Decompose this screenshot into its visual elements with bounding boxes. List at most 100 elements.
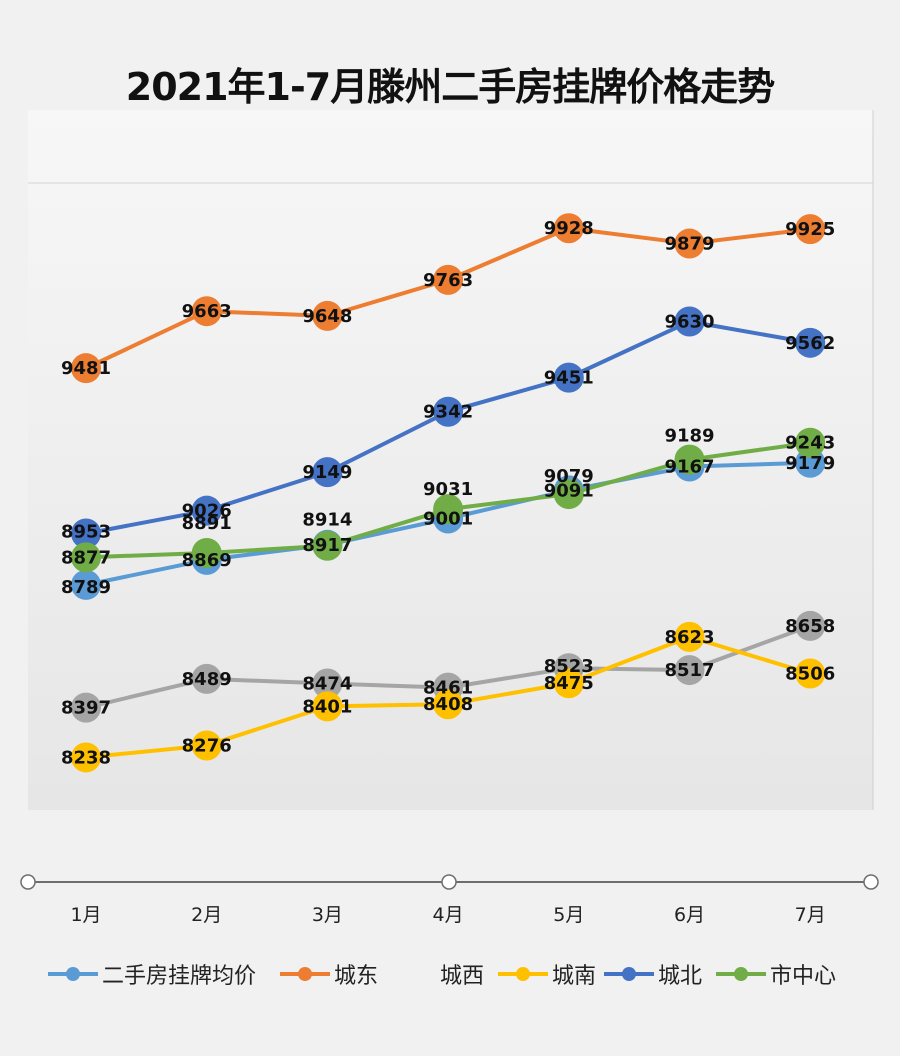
data-label: 8891 (182, 513, 232, 534)
data-point (674, 621, 705, 652)
data-point (795, 610, 826, 641)
data-label: 9481 (61, 358, 111, 379)
data-label: 8917 (302, 535, 352, 556)
data-label: 9001 (423, 509, 473, 530)
data-point (795, 427, 826, 458)
data-label: 9663 (182, 301, 232, 322)
data-point (795, 327, 826, 358)
data-point (191, 537, 222, 568)
data-label: 8517 (664, 660, 714, 681)
data-label: 9079 (544, 466, 594, 487)
data-label: 9189 (664, 426, 714, 447)
data-point (553, 362, 584, 393)
legend-swatch (48, 967, 98, 981)
x-axis-node-1 (441, 874, 457, 890)
data-label: 9562 (785, 333, 835, 354)
data-point (795, 214, 826, 245)
data-point (674, 228, 705, 259)
data-label: 8658 (785, 616, 835, 637)
legend-label: 城东 (334, 964, 379, 989)
data-point (674, 444, 705, 475)
data-label: 8474 (302, 674, 352, 695)
data-point (674, 306, 705, 337)
data-point (312, 668, 343, 699)
data-point (71, 542, 101, 573)
data-label: 9928 (544, 218, 594, 239)
data-label: 8953 (61, 522, 111, 543)
x-axis-node-0 (20, 874, 36, 890)
data-point (71, 569, 101, 600)
legend-swatch (498, 967, 548, 981)
data-label: 8623 (664, 627, 714, 648)
data-label: 8914 (302, 510, 352, 531)
data-label: 8401 (302, 696, 352, 717)
x-tick-label: 1月 (70, 904, 101, 926)
data-point (71, 692, 101, 723)
data-label: 9179 (785, 453, 835, 474)
data-label: 8408 (423, 694, 473, 715)
data-label: 8238 (61, 747, 111, 768)
data-point (553, 668, 584, 699)
data-label: 8877 (61, 547, 111, 568)
data-label: 9167 (664, 457, 714, 478)
data-label: 8461 (423, 678, 473, 699)
legend-label: 城西 (440, 964, 485, 989)
data-point (795, 658, 826, 689)
data-point (433, 396, 464, 427)
legend-swatch (280, 967, 330, 981)
data-label: 9026 (182, 501, 232, 522)
data-label: 8523 (544, 656, 594, 677)
data-label: 8397 (61, 698, 111, 719)
data-label: 9342 (423, 402, 473, 423)
x-tick-label: 7月 (795, 904, 826, 926)
data-point (191, 663, 222, 694)
data-label: 9451 (544, 368, 594, 389)
data-label: 9031 (423, 479, 473, 500)
legend-item: 城南 (498, 954, 596, 994)
x-tick-label: 4月 (433, 904, 464, 926)
data-label: 9630 (664, 312, 714, 333)
data-label: 9925 (785, 219, 835, 240)
data-label: 8475 (544, 673, 594, 694)
data-point (433, 494, 464, 525)
data-point (433, 689, 464, 720)
data-label: 9149 (302, 462, 352, 483)
x-tick-label: 2月 (191, 904, 222, 926)
x-tick-label: 5月 (553, 904, 584, 926)
legend-label: 城北 (658, 964, 703, 989)
x-tick-label: 6月 (674, 904, 705, 926)
legend-item: 市中心 (716, 954, 836, 994)
data-label: 8506 (785, 664, 835, 685)
data-label: 9243 (785, 433, 835, 454)
legend-item: 城北 (604, 954, 702, 994)
data-point (312, 691, 343, 722)
data-label: 8489 (182, 669, 232, 690)
data-label: 9648 (302, 306, 352, 327)
legend-item: 城东 (280, 954, 378, 994)
data-point (312, 300, 343, 331)
chart-title: 2021年1-7月滕州二手房挂牌价格走势 (125, 65, 775, 109)
data-label: 9763 (423, 270, 473, 291)
data-point (71, 518, 101, 549)
data-point (71, 742, 101, 773)
data-label: 9879 (664, 234, 714, 255)
data-point (191, 296, 222, 327)
data-point (312, 457, 343, 488)
data-label: 8789 (61, 577, 111, 598)
data-point (312, 530, 343, 561)
legend-label: 城南 (552, 964, 597, 989)
legend-swatch (604, 967, 654, 981)
data-point (191, 495, 222, 526)
legend-swatch (716, 967, 766, 981)
data-label: 9091 (544, 480, 594, 501)
legend-item: 城西 (398, 954, 484, 994)
data-point (553, 213, 584, 244)
legend-label: 二手房挂牌均价 (102, 964, 257, 989)
data-point (71, 353, 101, 384)
legend-label: 市中心 (770, 964, 837, 989)
chart-legend: 二手房挂牌均价 城东 城西 城南 城北 市中心 (0, 954, 900, 994)
x-axis-node-2 (863, 874, 879, 890)
data-point (674, 655, 705, 686)
